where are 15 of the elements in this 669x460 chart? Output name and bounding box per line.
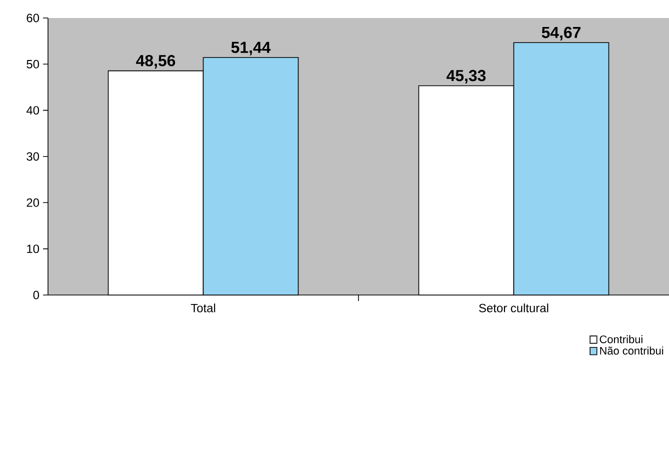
data-label: 48,56 xyxy=(136,55,176,69)
data-label: 54,67 xyxy=(542,26,580,40)
data-label: 45,33 xyxy=(446,70,486,84)
x-tick-label: Setor cultural xyxy=(479,304,548,312)
data-label: 51,44 xyxy=(231,42,271,56)
y-tick-label: 0 xyxy=(33,290,40,300)
legend-label: Não contribui xyxy=(600,346,664,355)
y-tick-label: 30 xyxy=(26,152,40,161)
legend-label: Contribui xyxy=(600,335,642,344)
y-tick-label: 50 xyxy=(26,60,40,68)
y-tick-label: 60 xyxy=(26,14,40,22)
y-tick-label: 10 xyxy=(27,244,40,254)
y-tick-label: 40 xyxy=(26,106,40,115)
x-tick-label: Total xyxy=(190,304,216,312)
y-tick-label: 20 xyxy=(26,198,40,207)
